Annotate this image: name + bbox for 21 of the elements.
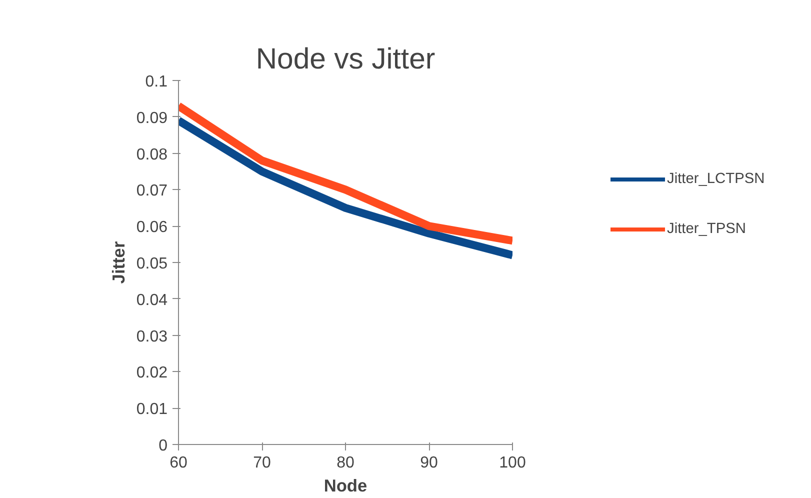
legend-label: Jitter_TPSN [667, 221, 746, 237]
x-tick-label: 60 [170, 454, 188, 472]
y-tick-label: 0.04 [136, 292, 168, 309]
legend-label: Jitter_LCTPSN [667, 171, 765, 187]
y-tick-label: 0.05 [136, 256, 168, 272]
y-axis-title: Jitter [108, 241, 128, 284]
x-tick-label: 100 [499, 454, 526, 472]
y-tick-label: 0.09 [136, 110, 168, 127]
y-tick-label: 0.08 [136, 146, 168, 164]
x-tick-label: 90 [420, 454, 438, 472]
y-tick-label: 0.1 [145, 74, 168, 90]
y-tick-label: 0.03 [136, 328, 168, 346]
chart-title: Node vs Jitter [256, 42, 436, 76]
y-tick-label: 0.06 [136, 219, 168, 236]
x-tick-label: 80 [336, 454, 354, 472]
y-tick-label: 0.01 [136, 401, 168, 418]
x-tick-label: 70 [253, 454, 271, 472]
y-tick-label: 0 [158, 438, 168, 454]
y-tick-label: 0.07 [136, 182, 168, 200]
x-axis-title: Node [324, 476, 368, 496]
y-tick-label: 0.02 [136, 364, 168, 382]
